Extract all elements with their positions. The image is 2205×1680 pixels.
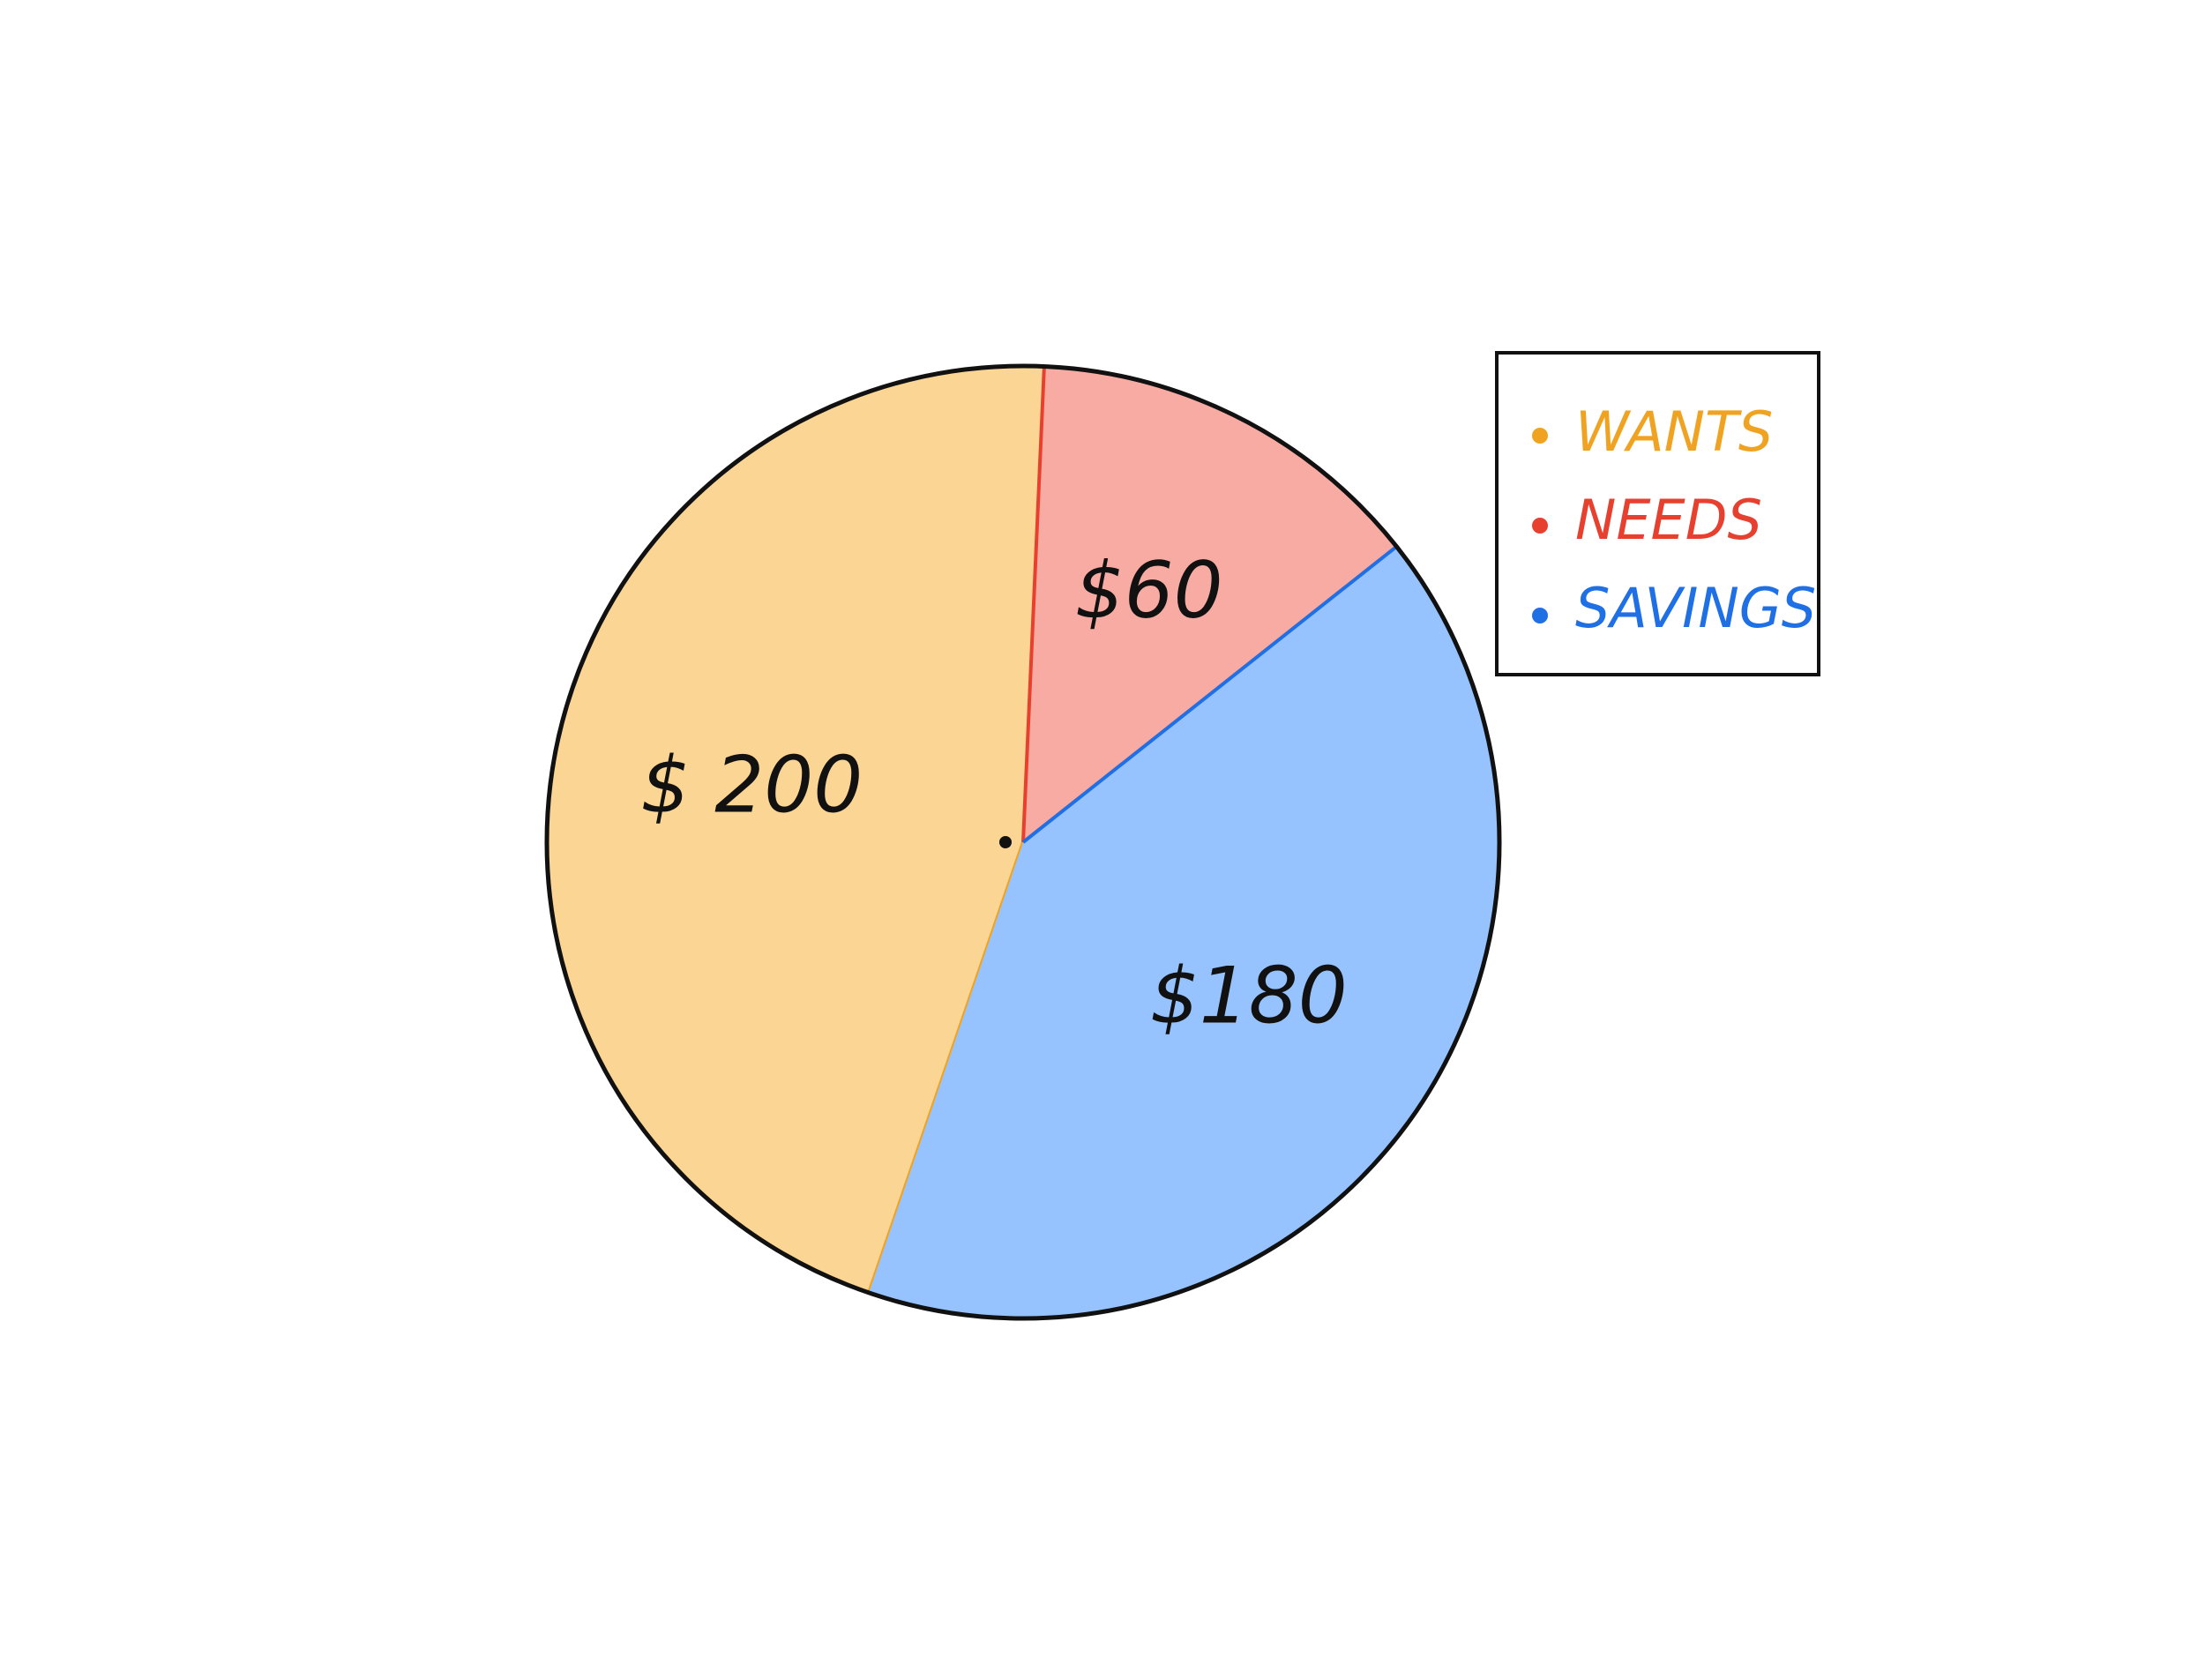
legend-label-needs: NEEDS: [1575, 488, 1762, 552]
slice-labels: $ 200 $60 $180: [640, 545, 1347, 1042]
pie-slice-needs: [1023, 366, 1397, 842]
pie-slice-wants: [546, 365, 1044, 1293]
slice-edge-savings: [1021, 545, 1398, 844]
legend-label-savings: SAVINGS: [1575, 576, 1816, 640]
legend-box: [1495, 351, 1820, 676]
legend-marker-savings: [1532, 608, 1548, 623]
pie-slices: [546, 365, 1500, 1319]
pie-center-dot: [999, 836, 1012, 848]
slice-edge-needs: [1021, 366, 1046, 843]
slice-value-label-savings: $180: [1150, 951, 1348, 1042]
legend-marker-wants: [1532, 428, 1548, 444]
legend: WANTS NEEDS SAVINGS: [1495, 351, 1820, 676]
slice-value-label-needs: $60: [1075, 545, 1223, 636]
legend-label-wants: WANTS: [1575, 399, 1773, 464]
slice-value-label-wants: $ 200: [640, 740, 863, 831]
legend-marker-needs: [1532, 518, 1548, 534]
pie-slice-savings: [869, 546, 1500, 1319]
pie-outline: [544, 363, 1502, 1321]
